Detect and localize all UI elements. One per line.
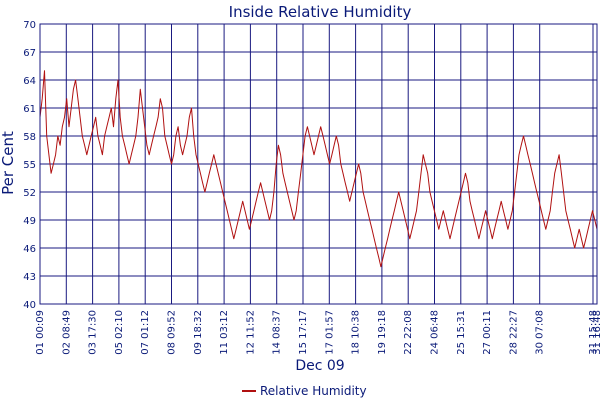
y-tick-label: 64 [23, 76, 36, 87]
y-tick-label: 49 [23, 216, 36, 227]
x-tick-label: 08 09:52 [167, 310, 178, 355]
y-tick-label: 52 [23, 188, 36, 199]
x-tick-label: 15 17:17 [298, 310, 309, 355]
x-tick-label: 05 02:10 [114, 310, 125, 355]
y-tick-label: 46 [23, 244, 36, 255]
x-tick-label: 24 06:48 [430, 310, 441, 355]
y-tick-label: 40 [23, 300, 36, 311]
x-tick-label: 18 10:38 [351, 310, 362, 355]
x-tick-label: 09 18:32 [193, 310, 204, 355]
y-tick-label: 58 [23, 132, 36, 143]
series-layer [39, 70, 598, 268]
x-tick-label: 27 00:11 [482, 310, 493, 355]
x-tick-labels: 01 00:09 02 08:49 03 17:30 05 02:10 07 01:12… [35, 310, 600, 355]
y-tick-label: 61 [23, 104, 36, 115]
plot-frame [39, 23, 598, 305]
x-tick-label: 01 00:09 [35, 310, 46, 355]
x-tick-label: 22 22:08 [403, 310, 414, 355]
x-tick-label: 25 15:31 [456, 310, 467, 355]
y-tick-label: 55 [23, 160, 36, 171]
grid-lines [39, 23, 598, 305]
y-tick-label: 43 [23, 272, 36, 283]
legend: Relative Humidity [242, 384, 367, 398]
x-tick-label: 02 08:49 [61, 310, 72, 355]
x-axis-label: Dec 09 [295, 358, 344, 374]
x-tick-label: 30 07:08 [535, 310, 546, 355]
x-tick-label: 11 03:12 [219, 310, 230, 355]
y-tick-label: 70 [23, 20, 36, 31]
y-tick-label: 67 [23, 48, 36, 59]
chart-title: Inside Relative Humidity [229, 3, 412, 21]
series-line-relative-humidity [39, 70, 598, 268]
y-tick-labels: 40 43 46 49 52 55 58 61 64 67 70 [23, 20, 36, 311]
x-tick-label: 31 15:48 [588, 310, 599, 355]
legend-label: Relative Humidity [260, 384, 367, 398]
x-tick-label: 31 16:48 [592, 310, 600, 355]
x-tick-label: 12 11:52 [245, 310, 256, 355]
x-tick-label: 19 19:18 [377, 310, 388, 355]
x-tick-label: 07 01:12 [140, 310, 151, 355]
x-tick-label: 17 01:57 [324, 310, 335, 355]
y-axis-label: Per Cent [0, 131, 17, 195]
x-tick-label: 14 08:37 [272, 310, 283, 355]
x-tick-label: 03 17:30 [88, 310, 99, 355]
x-tick-label: 28 22:27 [508, 310, 519, 355]
